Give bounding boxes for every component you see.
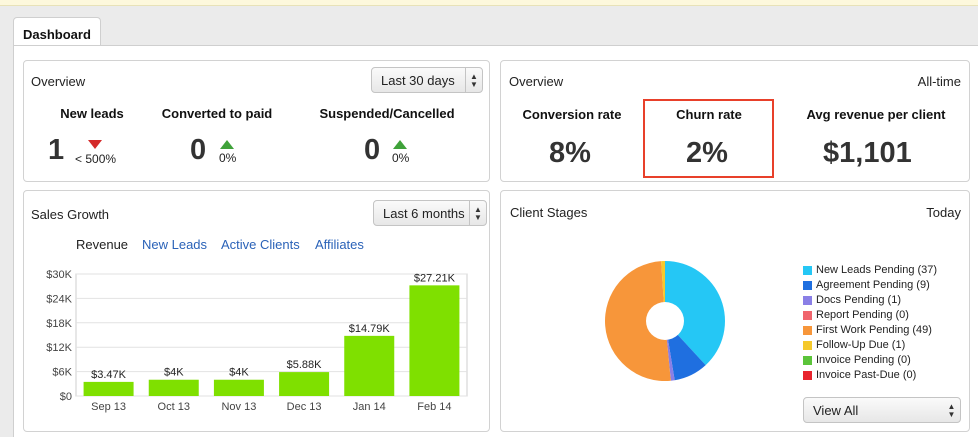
view-all-select[interactable]: View All ▲ ▼ [803,397,961,423]
metric-change-new-leads: < 500% [75,152,117,166]
bar[interactable] [409,285,460,396]
panel-title: Overview [31,74,86,89]
x-tick-label: Nov 13 [221,401,256,413]
pie-slice[interactable] [605,261,671,381]
x-tick-label: Dec 13 [287,401,322,413]
bar-value-label: $5.88K [287,359,323,371]
notification-strip [0,0,978,6]
legend-swatch [803,356,812,365]
plot-area [75,273,468,397]
legend-active-clients[interactable]: Active Clients [221,237,300,252]
select-arrows-icon: ▲ ▼ [469,201,486,225]
metric-label-avg-revenue: Avg revenue per client [806,107,946,122]
bar-value-label: $27.21K [414,272,456,284]
metric-label-conversion-rate: Conversion rate [522,107,622,122]
overview-range-select[interactable]: Last 30 days ▲ ▼ [371,67,483,93]
sales-growth-chart: $0 $6K $12K $18K $24K $30K $3.47K Sep 13 $4K Oct … [46,269,468,413]
tab-bar: Dashboard [0,6,978,51]
overview-alltime-panel: Overview All-time Conversion rate 8% Chu… [500,60,970,182]
y-tick-label: $24K [46,293,72,305]
x-tick-label: Oct 13 [158,401,190,413]
legend-swatch [803,296,812,305]
panel-range-label: All-time [917,74,961,89]
bar[interactable] [83,381,134,396]
metric-value-suspended: 0 [364,134,381,166]
x-tick-label: Feb 14 [417,401,451,413]
legend-label: Invoice Pending (0) [816,354,911,366]
client-stages-panel: Client Stages Today New Leads Pending (3… [500,190,970,432]
overview-period-panel: Overview Last 30 days ▲ ▼ New leads 1 < 5… [23,60,490,182]
legend-label: New Leads Pending (37) [816,264,938,276]
donut-hole [646,302,684,340]
bar[interactable] [279,372,330,396]
select-arrows-icon: ▲ ▼ [465,68,482,92]
legend-swatch [803,266,812,275]
legend-swatch [803,371,812,380]
metric-change-suspended: 0% [392,151,410,165]
panel-title: Overview [509,74,564,89]
y-tick-label: $0 [60,391,72,403]
panel-title: Client Stages [510,205,588,220]
trend-up-icon [220,140,234,149]
metric-label-new-leads: New leads [60,106,124,121]
trend-up-icon [393,140,407,149]
legend-label: Agreement Pending (9) [816,279,930,291]
metric-change-converted: 0% [219,151,237,165]
legend-label: Follow-Up Due (1) [816,339,906,351]
y-tick-label: $30K [46,269,72,281]
metric-label-converted: Converted to paid [161,106,273,121]
metric-value-churn-rate: 2% [686,137,728,169]
select-value: Last 30 days [381,73,455,88]
y-tick-label: $12K [46,342,72,354]
metric-label-suspended: Suspended/Cancelled [319,106,455,121]
legend-label: Report Pending (0) [816,309,909,321]
bar[interactable] [213,379,264,396]
bar[interactable] [148,379,199,396]
legend-swatch [803,281,812,290]
select-value: Last 6 months [383,206,465,221]
metric-value-new-leads: 1 [48,134,65,166]
metric-value-conversion-rate: 8% [549,137,591,169]
sales-growth-panel: Sales Growth Last 6 months ▲ ▼ Revenue Ne… [23,190,490,432]
bar-value-label: $4K [229,367,249,379]
metric-value-avg-revenue: $1,101 [823,137,912,169]
legend-label: Docs Pending (1) [816,294,901,306]
legend-new-leads[interactable]: New Leads [142,237,208,252]
pie-slice[interactable] [665,261,725,366]
x-tick-label: Sep 13 [91,401,126,413]
legend-label: Invoice Past-Due (0) [816,369,917,381]
x-tick-label: Jan 14 [353,401,386,413]
legend-revenue[interactable]: Revenue [76,237,129,252]
metric-value-converted: 0 [190,134,207,166]
bar[interactable] [344,335,395,396]
panel-title: Sales Growth [31,207,110,222]
y-tick-label: $18K [46,318,72,330]
select-value: View All [813,403,859,418]
client-stages-legend: New Leads Pending (37) Agreement Pending … [803,264,968,384]
legend-label: First Work Pending (49) [816,324,932,336]
trend-down-icon [88,140,102,149]
sales-range-select[interactable]: Last 6 months ▲ ▼ [373,200,487,226]
y-tick-label: $6K [52,367,72,379]
metric-label-churn-rate: Churn rate [676,107,742,122]
bar-value-label: $3.47K [91,369,127,381]
bar-value-label: $4K [164,367,184,379]
legend-swatch [803,311,812,320]
panel-range-label: Today [926,205,961,220]
bar-value-label: $14.79K [349,323,391,335]
client-stages-chart [605,261,725,381]
legend-swatch [803,326,812,335]
select-arrows-icon: ▲ ▼ [947,402,956,419]
legend-swatch [803,341,812,350]
legend-affiliates[interactable]: Affiliates [315,237,364,252]
highlight-box [643,99,774,178]
